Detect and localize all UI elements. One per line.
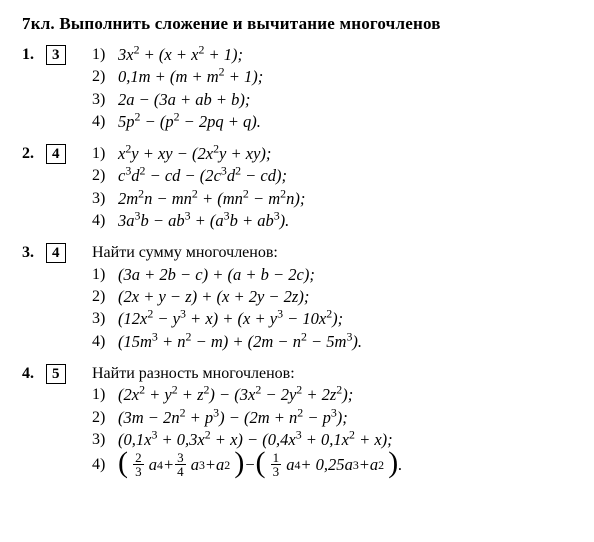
subitem-number: 2) — [92, 407, 118, 429]
problem-lead: 1.3 — [22, 44, 92, 66]
subitem-number: 4) — [92, 210, 118, 232]
problem-row: 4.5Найти разность многочленов: — [22, 363, 572, 385]
expression: 2m2n − mn2 + (mn2 − m2n); — [118, 188, 305, 210]
expression: c3d2 − cd − (2c3d2 − cd); — [118, 165, 287, 187]
subitem-number: 4) — [92, 451, 118, 478]
problem: 2.41)x2y + xy − (2x2y + xy);2)c3d2 − cd … — [22, 143, 572, 232]
expression: (12x2 − y3 + x) + (x + y3 − 10x2); — [118, 308, 343, 330]
expression: 3a3b − ab3 + (a3b + ab3). — [118, 210, 289, 232]
expression: (15m3 + n2 − m) + (2m − n2 − 5m3). — [118, 331, 362, 353]
expression: (3a + 2b − c) + (a + b − 2c); — [118, 264, 315, 286]
subitem-number: 1) — [92, 143, 118, 165]
difficulty-box: 3 — [46, 45, 66, 65]
problem: 4.5Найти разность многочленов:1)(2x2 + y… — [22, 363, 572, 479]
difficulty-box: 5 — [46, 364, 66, 384]
subitem-number: 3) — [92, 188, 118, 210]
expression: (2x + y − z) + (x + 2y − 2z); — [118, 286, 309, 308]
difficulty-box: 4 — [46, 243, 66, 263]
subitem-number: 1) — [92, 264, 118, 286]
problem-row: 4)( 23 a4 + 34 a3 + a2 ) − ( 13 a4 + 0,2… — [22, 451, 572, 479]
problem-number: 2. — [22, 143, 46, 165]
subitem-number: 2) — [92, 66, 118, 88]
problem-number: 4. — [22, 363, 46, 385]
problem-row: 1.31)3x2 + (x + x2 + 1); — [22, 44, 572, 66]
problem-row: 1)(2x2 + y2 + z2) − (3x2 − 2y2 + 2z2); — [22, 384, 572, 406]
problem-number: 1. — [22, 44, 46, 66]
subitem-number: 3) — [92, 308, 118, 330]
expression: 0,1m + (m + m2 + 1); — [118, 66, 263, 88]
problem-lead: 3.4 — [22, 242, 92, 264]
problem-row: 2)(3m − 2n2 + p3) − (2m + n2 − p3); — [22, 407, 572, 429]
problem-row: 4)5p2 − (p2 − 2pq + q). — [22, 111, 572, 133]
problem-row: 1)(3a + 2b − c) + (a + b − 2c); — [22, 264, 572, 286]
expression: 2a − (3a + ab + b); — [118, 89, 250, 111]
problem-row: 4)3a3b − ab3 + (a3b + ab3). — [22, 210, 572, 232]
page: 7кл. Выполнить сложение и вычитание мног… — [0, 0, 594, 499]
problem-row: 3)2m2n − mn2 + (mn2 − m2n); — [22, 188, 572, 210]
subitem-number: 3) — [92, 429, 118, 451]
subitem-number: 2) — [92, 165, 118, 187]
subitem-number: 1) — [92, 44, 118, 66]
subitem-number: 4) — [92, 331, 118, 353]
expression: (2x2 + y2 + z2) − (3x2 − 2y2 + 2z2); — [118, 384, 353, 406]
problem-row: 3)2a − (3a + ab + b); — [22, 89, 572, 111]
subitem-number: 3) — [92, 89, 118, 111]
subitem-number: 2) — [92, 286, 118, 308]
problem-lead: 4.5 — [22, 363, 92, 385]
problem-row: 2)0,1m + (m + m2 + 1); — [22, 66, 572, 88]
difficulty-box: 4 — [46, 144, 66, 164]
problem-row: 2)c3d2 − cd − (2c3d2 − cd); — [22, 165, 572, 187]
problem-lead: 2.4 — [22, 143, 92, 165]
expression: (3m − 2n2 + p3) − (2m + n2 − p3); — [118, 407, 348, 429]
problem-row: 3.4Найти сумму многочленов: — [22, 242, 572, 264]
problem-row: 3)(12x2 − y3 + x) + (x + y3 − 10x2); — [22, 308, 572, 330]
expression: 3x2 + (x + x2 + 1); — [118, 44, 243, 66]
problem-row: 2)(2x + y − z) + (x + 2y − 2z); — [22, 286, 572, 308]
subitem-number: 1) — [92, 384, 118, 406]
expression: x2y + xy − (2x2y + xy); — [118, 143, 271, 165]
subitem-number: 4) — [92, 111, 118, 133]
problem-row: 4)(15m3 + n2 − m) + (2m − n2 − 5m3). — [22, 331, 572, 353]
page-title: 7кл. Выполнить сложение и вычитание мног… — [22, 14, 572, 34]
expression: 5p2 − (p2 − 2pq + q). — [118, 111, 261, 133]
problem: 3.4Найти сумму многочленов:1)(3a + 2b − … — [22, 242, 572, 353]
problem-row: 2.41)x2y + xy − (2x2y + xy); — [22, 143, 572, 165]
problem-instruction: Найти сумму многочленов: — [92, 242, 278, 264]
problem-row: 3)(0,1x3 + 0,3x2 + x) − (0,4x3 + 0,1x2 +… — [22, 429, 572, 451]
problem-number: 3. — [22, 242, 46, 264]
problem-instruction: Найти разность многочленов: — [92, 363, 295, 385]
problem: 1.31)3x2 + (x + x2 + 1);2)0,1m + (m + m2… — [22, 44, 572, 133]
problems-container: 1.31)3x2 + (x + x2 + 1);2)0,1m + (m + m2… — [22, 44, 572, 479]
expression: ( 23 a4 + 34 a3 + a2 ) − ( 13 a4 + 0,25a… — [118, 451, 402, 479]
